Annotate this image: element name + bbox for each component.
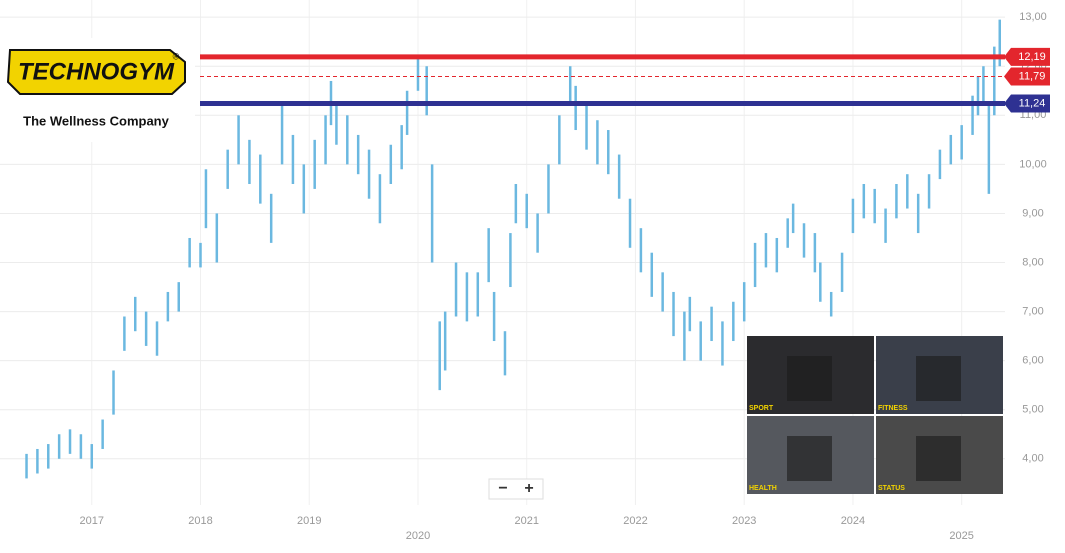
x-tick-label: 2018 [188, 515, 212, 527]
logo-badge [6, 49, 186, 95]
thumbnail-label: SPORT [749, 405, 774, 412]
y-tick-label: 4,00 [1022, 453, 1043, 465]
plot: 2017 2018 2019 2020 2021 2022 2023 2024 2025 4,00… [0, 0, 1050, 542]
x-tick-label: 2024 [841, 515, 865, 527]
y-tick-label: 10,00 [1019, 158, 1047, 170]
level-label: 11,24 [1019, 97, 1046, 109]
y-tick-label: 5,00 [1022, 404, 1043, 416]
x-tick-label: 2022 [623, 515, 647, 527]
thumbnail-label: HEALTH [749, 485, 777, 492]
x-tick-label: 2020 [406, 530, 430, 542]
x-tick-label: 2017 [80, 515, 104, 527]
level-label: 12,19 [1018, 51, 1046, 63]
logo-brand: TECHNOGYM [18, 58, 175, 85]
y-tick-label: 13,00 [1019, 11, 1047, 23]
y-tick-label: 6,00 [1022, 355, 1043, 367]
level-tag [1004, 47, 1050, 66]
zoom-controls: − + [488, 478, 544, 500]
thumbnail-highlight [916, 436, 961, 481]
y-tick-label: 9,00 [1022, 207, 1043, 219]
zoom-box [488, 478, 544, 500]
thumbnail-highlight [787, 356, 832, 401]
zoom-out[interactable]: − [498, 480, 507, 497]
thumbnail-grid: SPORT FITNESS HEALTH STATUS [747, 336, 1003, 494]
logo-tagline: The Wellness Company [23, 113, 169, 128]
y-tick-label: 8,00 [1022, 256, 1043, 268]
logo: TECHNOGYM ® The Wellness Company [0, 38, 195, 142]
level-tag [1004, 94, 1050, 113]
thumbnail-label: FITNESS [878, 405, 908, 412]
x-tick-label: 2019 [297, 515, 321, 527]
level-label: 11,79 [1019, 70, 1046, 82]
y-tick-label: 7,00 [1022, 305, 1043, 317]
zoom-in[interactable]: + [524, 480, 533, 497]
thumbnail-highlight [787, 436, 832, 481]
level-tag [1004, 67, 1050, 86]
x-tick-label: 2025 [949, 530, 973, 542]
x-tick-label: 2023 [732, 515, 756, 527]
x-tick-label: 2021 [514, 515, 538, 527]
thumbnail-label: STATUS [878, 485, 905, 492]
thumbnail-highlight [916, 356, 961, 401]
logo-mark: ® [173, 51, 180, 61]
